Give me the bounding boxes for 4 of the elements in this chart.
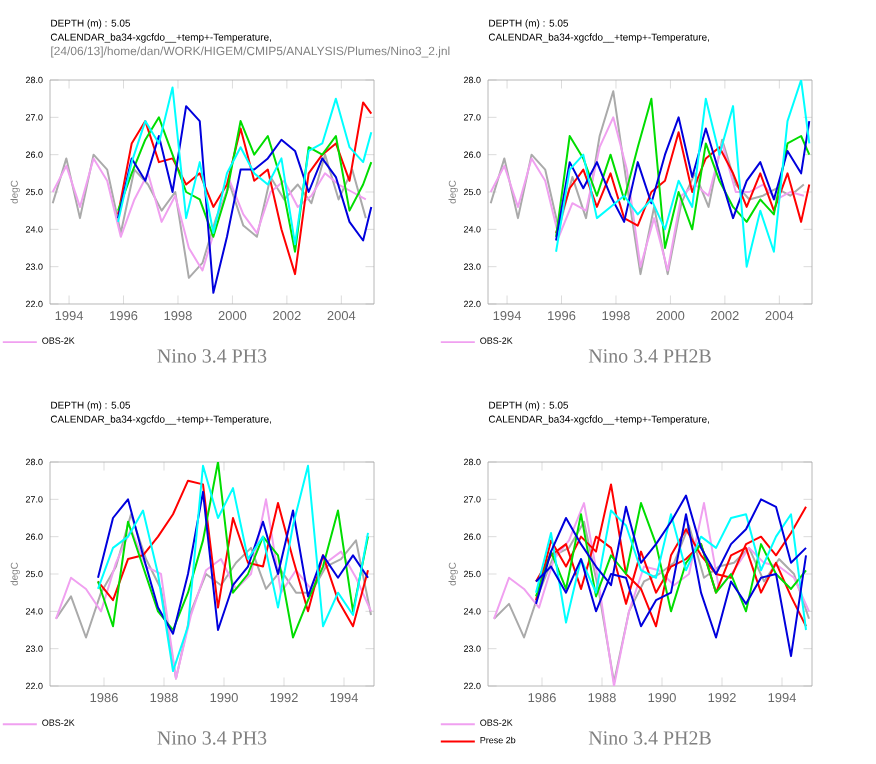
text: Nino 3.4 PH3 — [157, 731, 267, 745]
text: Nino 3.4 PH3 — [157, 349, 267, 363]
text: Nino 3.4 PH2B — [588, 731, 711, 745]
text: Nino 3.4 PH2B — [588, 349, 711, 363]
